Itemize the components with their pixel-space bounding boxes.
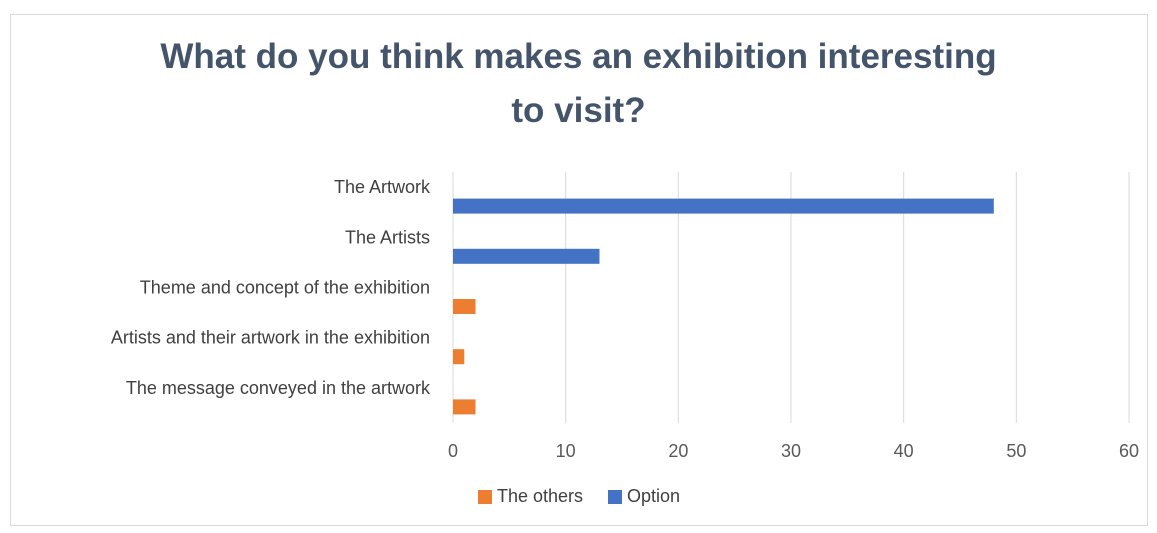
category-label-2: The Artists — [345, 227, 430, 247]
legend-swatch-the-others — [478, 490, 492, 504]
category-label-3: Theme and concept of the exhibition — [140, 278, 430, 298]
chart-title-line-1: What do you think makes an exhibition in… — [160, 37, 997, 76]
x-tick-label-50: 50 — [1006, 441, 1026, 461]
bar-the-others-3 — [453, 299, 476, 314]
category-label-1: The Artwork — [334, 177, 431, 197]
x-tick-label-0: 0 — [448, 441, 458, 461]
x-tick-label-40: 40 — [894, 441, 914, 461]
bar-option-2 — [453, 248, 600, 264]
bar-the-others-5 — [453, 399, 476, 415]
chart-title-line-2: to visit? — [511, 91, 646, 130]
bar-option-1 — [453, 198, 994, 214]
x-tick-label-20: 20 — [668, 441, 688, 461]
x-tick-label-10: 10 — [556, 441, 576, 461]
chart-frame — [10, 14, 1148, 526]
legend-label-option: Option — [627, 486, 680, 506]
category-label-4: Artists and their artwork in the exhibit… — [111, 328, 430, 348]
legend-label-the-others: The others — [497, 486, 583, 506]
x-tick-label-30: 30 — [781, 441, 801, 461]
bar-the-others-4 — [453, 349, 465, 365]
x-tick-label-60: 60 — [1119, 441, 1139, 461]
chart-title: What do you think makes an exhibition in… — [0, 30, 1157, 138]
category-label-5: The message conveyed in the artwork — [126, 378, 431, 398]
legend-swatch-option — [608, 490, 622, 504]
